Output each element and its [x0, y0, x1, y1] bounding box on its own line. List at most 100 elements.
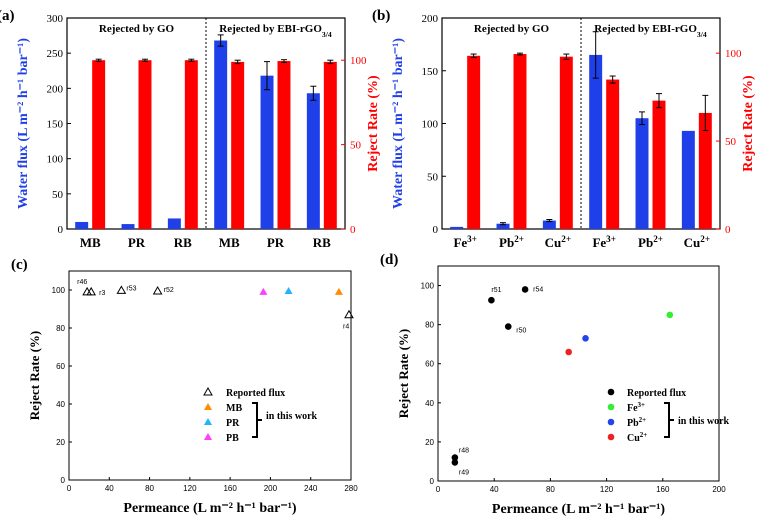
- category-label-sup: 2+: [561, 234, 571, 244]
- x-tick-label: 160: [656, 485, 670, 494]
- category-label-sup: 2+: [514, 234, 524, 244]
- x-tick-label: 240: [304, 484, 318, 493]
- panel-c: (c) 0 40 80 120 160 200 240 280 0 20 40 60 80 100 Perme…: [11, 257, 358, 516]
- y-tick-label: 40: [56, 400, 65, 409]
- category-label: MB: [80, 235, 101, 250]
- reject-bar: [559, 56, 573, 229]
- plot-frame: [68, 270, 352, 481]
- reported-point: [521, 286, 529, 293]
- legend-this-work-marker: [607, 433, 615, 441]
- reported-point-label: r46: [77, 279, 87, 286]
- legend-this-work-marker: [204, 403, 212, 410]
- x-axis-title: Permeance (L m⁻² h⁻¹ bar⁻¹): [123, 501, 297, 516]
- panel-label: (d): [380, 252, 398, 268]
- x-tick-label: 0: [67, 484, 72, 493]
- left-axis-title: Water flux (L m⁻² h⁻¹ bar⁻¹): [16, 38, 31, 209]
- flux-bar: [681, 130, 695, 229]
- flux-bar: [589, 54, 603, 229]
- left-tick-label: 200: [422, 13, 439, 25]
- flux-bar: [496, 223, 510, 229]
- reported-point-label: r51: [491, 287, 501, 294]
- reject-bar: [467, 55, 481, 229]
- this-work-point: [666, 311, 674, 319]
- group-label-go: Rejected by GO: [474, 23, 550, 35]
- category-label: Cu2+: [684, 234, 710, 250]
- flux-bar: [450, 226, 464, 229]
- legend-bracket: [664, 402, 674, 438]
- x-tick-label: 80: [145, 484, 154, 493]
- category-label: Pb2+: [638, 234, 663, 250]
- legend-this-work-label-sup: 3+: [638, 401, 646, 409]
- group-label-ebi: Rejected by EBI-rGO3/4: [219, 23, 332, 39]
- legend-reported-label: Reported flux: [226, 388, 285, 399]
- reported-point-label: r50: [516, 328, 526, 335]
- panel-label: (b): [372, 8, 390, 24]
- flux-bar: [306, 93, 320, 229]
- legend-reported-label: Reported flux: [627, 388, 686, 399]
- x-axis-title: Permeance (L m⁻² h⁻¹ bar⁻¹): [492, 502, 666, 517]
- legend-this-work-label: PR: [226, 418, 240, 429]
- legend-this-work-label: PB: [226, 433, 239, 444]
- category-label: Pb2+: [499, 234, 524, 250]
- left-tick-label: 200: [47, 83, 64, 95]
- category-label-sup: 3+: [606, 234, 616, 244]
- this-work-point: [284, 286, 293, 294]
- reported-point-label: r49: [459, 469, 469, 476]
- reported-point-label: r48: [459, 448, 469, 455]
- y-tick-label: 80: [425, 321, 434, 330]
- legend-this-work-label: Pb2+: [627, 416, 646, 429]
- right-tick-label: 100: [725, 48, 742, 60]
- plot-frame: [437, 265, 720, 482]
- left-tick-label: 100: [422, 119, 439, 131]
- legend-this-work-marker: [607, 403, 615, 411]
- right-tick-label: 50: [725, 136, 737, 148]
- y-tick-label: 60: [425, 360, 434, 369]
- group-label-ebi-sub: 3/4: [697, 30, 707, 39]
- reported-point-label: r4: [343, 324, 349, 331]
- x-tick-label: 200: [712, 485, 726, 494]
- category-label: Cu2+: [545, 234, 571, 250]
- y-tick-label: 0: [430, 477, 435, 486]
- legend-this-work-marker: [607, 418, 615, 426]
- y-tick-label: 40: [425, 399, 434, 408]
- right-tick-label: 0: [725, 224, 731, 236]
- panel-label: (c): [11, 257, 28, 273]
- reject-bar: [138, 60, 152, 230]
- flux-bar: [542, 220, 556, 229]
- left-tick-label: 50: [427, 171, 439, 183]
- legend-bracket-label-line1: in this work: [678, 416, 730, 427]
- reject-bar: [513, 54, 527, 229]
- left-tick-label: 150: [47, 119, 64, 131]
- reported-point: [344, 309, 354, 319]
- category-label: Fe3+: [592, 234, 615, 250]
- this-work-point: [334, 287, 343, 295]
- flux-bar: [214, 40, 228, 229]
- reject-bar: [698, 112, 712, 229]
- legend-bracket: [252, 402, 262, 438]
- y-tick-label: 60: [56, 362, 65, 371]
- reported-point-label: r52: [164, 287, 174, 294]
- y-tick-label: 0: [61, 476, 66, 485]
- reported-point: [451, 454, 459, 461]
- reject-bar: [606, 79, 620, 230]
- y-axis-title: Reject Rate (%): [27, 331, 42, 421]
- right-tick-label: 0: [350, 224, 356, 236]
- reported-point-label: r53: [126, 285, 136, 292]
- group-label-go: Rejected by GO: [99, 23, 175, 35]
- reported-point: [86, 286, 97, 296]
- y-tick-label: 100: [52, 286, 66, 295]
- reject-bar: [184, 60, 198, 230]
- flux-bar: [635, 118, 649, 229]
- flux-bar: [75, 221, 89, 229]
- y-axis-title: Reject Rate (%): [396, 329, 411, 419]
- x-tick-label: 160: [223, 484, 237, 493]
- legend-this-work-marker: [204, 433, 212, 440]
- x-tick-label: 120: [600, 485, 614, 494]
- reported-point: [116, 285, 127, 294]
- y-tick-label: 80: [56, 324, 65, 333]
- legend-this-work-label-sup: 2+: [639, 416, 647, 424]
- right-tick-label: 100: [350, 55, 367, 67]
- category-label: Fe3+: [453, 234, 476, 250]
- group-label-ebi: Rejected by EBI-rGO3/4: [594, 23, 707, 39]
